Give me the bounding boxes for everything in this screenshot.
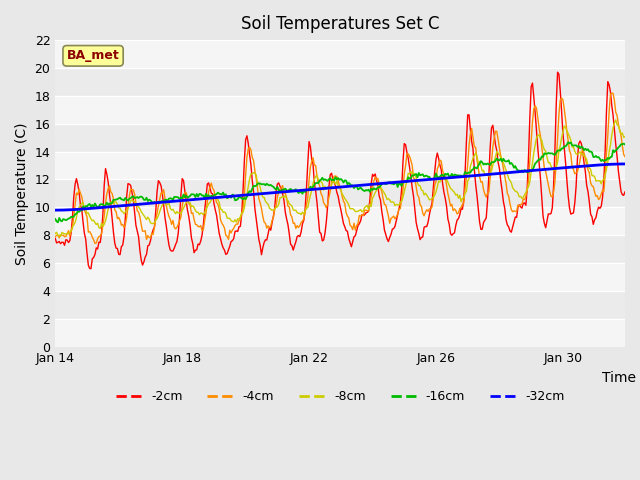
X-axis label: Time: Time [602, 371, 636, 385]
Text: BA_met: BA_met [67, 49, 120, 62]
Bar [55, 263, 625, 291]
Legend: -2cm, -4cm, -8cm, -16cm, -32cm: -2cm, -4cm, -8cm, -16cm, -32cm [111, 385, 570, 408]
Bar [55, 152, 625, 180]
Bar [55, 96, 625, 124]
Y-axis label: Soil Temperature (C): Soil Temperature (C) [15, 122, 29, 264]
Bar [55, 40, 625, 68]
Title: Soil Temperatures Set C: Soil Temperatures Set C [241, 15, 440, 33]
Bar [55, 319, 625, 347]
Bar [55, 207, 625, 235]
